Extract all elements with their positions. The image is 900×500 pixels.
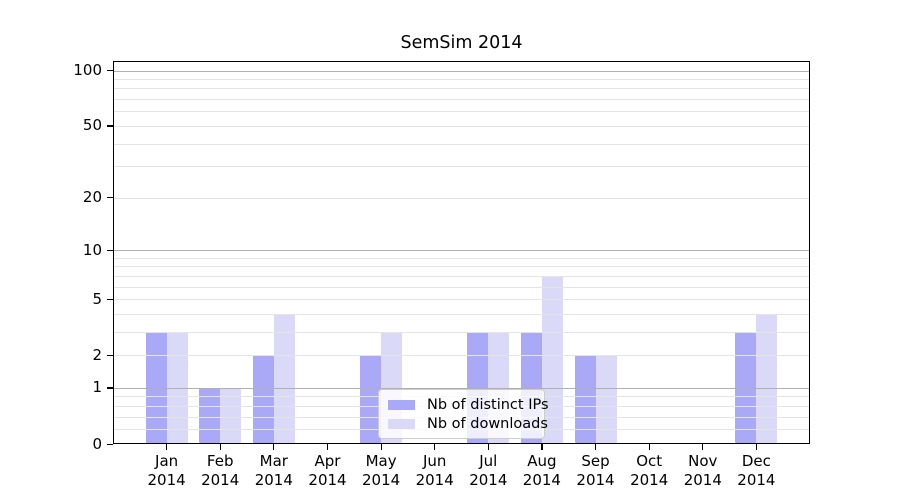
x-tick-label-nov: Nov 2014 bbox=[683, 452, 722, 489]
gridline-y-3 bbox=[113, 331, 810, 333]
bar-mar-downloads bbox=[273, 313, 295, 444]
x-tick-mark-oct bbox=[648, 444, 650, 450]
gridline-y-8 bbox=[113, 266, 810, 268]
x-tick-mark-nov bbox=[702, 444, 704, 450]
gridline-y-80 bbox=[113, 88, 810, 90]
gridline-y-1 bbox=[113, 387, 810, 389]
gridline-y-10 bbox=[113, 250, 810, 251]
y-tick-mark-2 bbox=[107, 354, 113, 356]
x-tick-mark-jan bbox=[166, 444, 168, 450]
x-tick-mark-jul bbox=[487, 444, 489, 450]
bar-dec-downloads bbox=[756, 313, 778, 444]
gridline-y-90 bbox=[113, 79, 810, 80]
y-tick-mark-20 bbox=[107, 197, 113, 199]
bar-may-distinct-ips bbox=[360, 355, 382, 444]
y-tick-mark-100 bbox=[107, 70, 113, 72]
gridline-y-6 bbox=[113, 286, 810, 288]
bar-aug-downloads bbox=[541, 275, 563, 444]
y-tick-label-100: 100 bbox=[73, 61, 102, 79]
x-tick-label-oct: Oct 2014 bbox=[630, 452, 669, 489]
y-tick-mark-5 bbox=[107, 298, 113, 300]
x-tick-label-feb: Feb 2014 bbox=[201, 452, 240, 489]
y-tick-label-20: 20 bbox=[82, 188, 102, 207]
x-tick-mark-dec bbox=[755, 444, 758, 450]
y-tick-label-50: 50 bbox=[82, 116, 102, 135]
x-tick-label-sep: Sep 2014 bbox=[576, 452, 615, 489]
gridline-y-20 bbox=[113, 197, 810, 199]
legend-item-distinct-ips: Nb of distinct IPs bbox=[388, 395, 549, 414]
x-tick-label-jan: Jan 2014 bbox=[147, 452, 186, 489]
gridline-y-60 bbox=[113, 111, 810, 113]
legend-label-downloads: Nb of downloads bbox=[427, 415, 548, 432]
gridline-y-50 bbox=[113, 125, 810, 127]
x-tick-label-jun: Jun 2014 bbox=[415, 452, 454, 489]
x-tick-label-dec: Dec 2014 bbox=[737, 452, 776, 489]
legend: Nb of distinct IPs Nb of downloads bbox=[378, 389, 549, 439]
x-tick-mark-mar bbox=[273, 444, 275, 450]
legend-item-downloads: Nb of downloads bbox=[388, 414, 548, 433]
y-tick-label-5: 5 bbox=[92, 289, 102, 308]
gridline-y-7 bbox=[113, 275, 810, 277]
x-tick-mark-sep bbox=[594, 444, 597, 450]
gridline-y-70 bbox=[113, 99, 810, 101]
y-tick-mark-50 bbox=[107, 125, 113, 127]
x-tick-mark-aug bbox=[541, 444, 543, 450]
legend-label-distinct-ips: Nb of distinct IPs bbox=[427, 396, 549, 413]
gridline-y-5 bbox=[113, 299, 810, 300]
y-tick-label-2: 2 bbox=[92, 345, 102, 364]
gridline-y-40 bbox=[113, 143, 810, 145]
y-tick-label-0: 0 bbox=[92, 434, 102, 453]
grid-layer bbox=[113, 61, 810, 444]
x-tick-label-may: May 2014 bbox=[362, 452, 401, 489]
gridline-y-30 bbox=[113, 166, 810, 168]
bar-sep-distinct-ips bbox=[574, 355, 596, 444]
x-tick-mark-feb bbox=[219, 444, 221, 450]
y-tick-mark-10 bbox=[107, 249, 113, 251]
x-tick-mark-may bbox=[380, 444, 382, 450]
x-tick-mark-jun bbox=[434, 444, 436, 450]
y-tick-label-1: 1 bbox=[92, 378, 102, 397]
y-tick-label-10: 10 bbox=[82, 240, 102, 259]
y-tick-mark-0 bbox=[107, 443, 113, 445]
x-tick-mark-apr bbox=[326, 444, 329, 450]
x-tick-label-aug: Aug 2014 bbox=[522, 452, 561, 489]
chart-title: SemSim 2014 bbox=[400, 33, 523, 53]
bar-mar-distinct-ips bbox=[252, 355, 274, 444]
gridline-y-100 bbox=[113, 70, 810, 72]
x-tick-label-mar: Mar 2014 bbox=[254, 452, 293, 489]
gridline-y-9 bbox=[113, 257, 810, 259]
legend-swatch-distinct-ips bbox=[388, 399, 415, 410]
bar-sep-downloads bbox=[595, 355, 617, 444]
legend-swatch-downloads bbox=[388, 418, 415, 429]
x-tick-label-jul: Jul 2014 bbox=[469, 452, 508, 489]
y-tick-mark-1 bbox=[107, 387, 113, 389]
x-tick-label-apr: Apr 2014 bbox=[308, 452, 347, 489]
gridline-y-2 bbox=[113, 355, 810, 357]
gridline-y-4 bbox=[113, 313, 810, 315]
